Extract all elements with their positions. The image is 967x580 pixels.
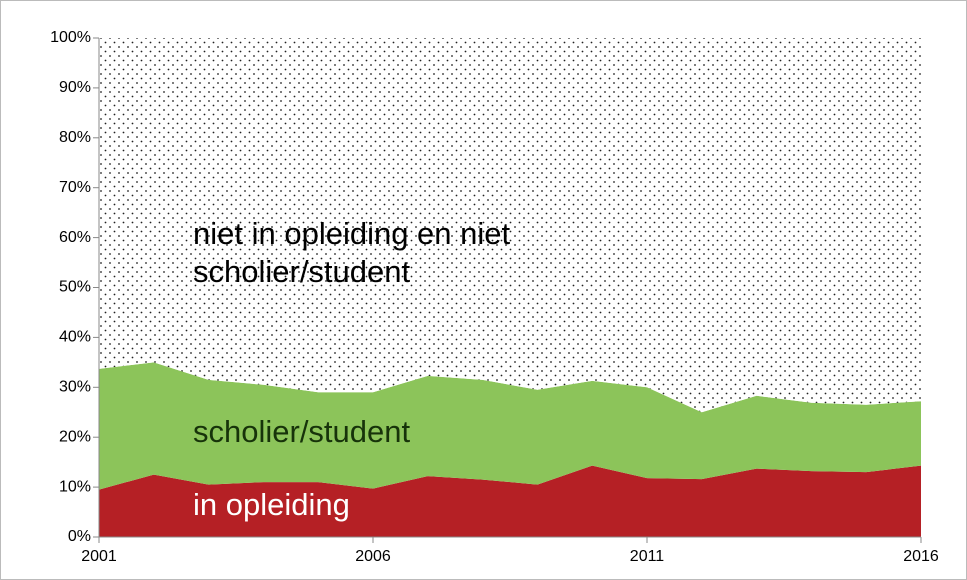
y-tick-label: 20% [59, 428, 91, 445]
x-tick-label: 2016 [903, 548, 939, 565]
y-tick-label: 100% [50, 29, 91, 46]
x-tick-label: 2006 [355, 548, 391, 565]
y-tick-label: 80% [59, 129, 91, 146]
y-tick-label: 10% [59, 478, 91, 495]
y-tick-label: 30% [59, 379, 91, 396]
x-tick-label: 2001 [81, 548, 117, 565]
x-tick-label: 2011 [630, 548, 665, 565]
y-tick-label: 70% [59, 179, 91, 196]
area [99, 362, 921, 490]
y-tick-label: 40% [59, 329, 91, 346]
area [99, 38, 921, 413]
y-tick-label: 50% [59, 279, 91, 296]
y-tick-label: 60% [59, 229, 91, 246]
y-tick-label: 0% [68, 528, 91, 545]
series-label: scholier/student [193, 414, 411, 449]
series-label: niet in opleiding en niet scholier/stude… [193, 216, 511, 289]
series-label: in opleiding [193, 487, 350, 522]
area [99, 465, 921, 537]
y-tick-label: 90% [59, 79, 91, 96]
